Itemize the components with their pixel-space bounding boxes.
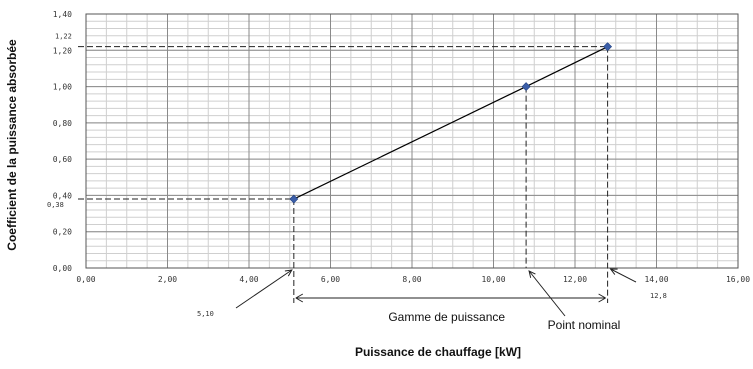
pointer-min xyxy=(235,269,293,309)
pointer-nominal xyxy=(528,270,566,317)
x-tick-label: 4,00 xyxy=(239,275,258,284)
annotations: 5,10 0,38 12,8 1,22 Gamme de puissance P… xyxy=(47,33,667,332)
y-tick-label: 0,80 xyxy=(53,119,72,128)
x-tick-label: 8,00 xyxy=(402,275,421,284)
range-arrow-left-head xyxy=(295,293,304,303)
y-tick-label: 1,20 xyxy=(53,46,72,55)
pointer-nominal-head xyxy=(528,270,536,278)
y-tick-label: 1,00 xyxy=(53,83,72,92)
y-tick-label: 0,00 xyxy=(53,264,72,273)
y-tick-label: 1,40 xyxy=(53,10,72,19)
x-tick-label: 10,00 xyxy=(481,275,505,284)
x-axis-title: Puissance de chauffage [kW] xyxy=(355,345,521,359)
annotation-max-y-label: 1,22 xyxy=(55,33,72,41)
major-grid xyxy=(85,13,739,269)
data-point-marker xyxy=(521,82,531,91)
x-tick-label: 2,00 xyxy=(158,275,177,284)
nominal-point-label: Point nominal xyxy=(548,318,621,332)
y-axis-title: Coefficient de la puissance absorbée xyxy=(5,39,19,251)
y-tick-label: 0,40 xyxy=(53,191,72,200)
y-tick-label: 0,60 xyxy=(53,155,72,164)
pointer-max xyxy=(610,268,637,283)
plot-frame xyxy=(85,13,739,269)
tick-labels: 0,00 2,00 4,00 6,00 8,00 10,00 12,00 14,00 16,00… xyxy=(53,10,750,284)
x-tick-label: 0,00 xyxy=(76,275,95,284)
guide-lines xyxy=(78,46,637,317)
x-tick-label: 14,00 xyxy=(644,275,668,284)
range-label: Gamme de puissance xyxy=(388,310,505,324)
x-tick-label: 6,00 xyxy=(321,275,340,284)
x-tick-label: 16,00 xyxy=(726,275,750,284)
series-group xyxy=(289,42,613,204)
range-arrow-right-head xyxy=(598,293,606,303)
y-tick-label: 0,20 xyxy=(53,228,72,237)
pointer-max-head xyxy=(609,268,618,275)
data-point-marker xyxy=(289,194,299,204)
x-tick-label: 12,00 xyxy=(563,275,587,284)
pointer-min-head xyxy=(284,269,293,277)
data-point-marker xyxy=(603,42,613,52)
annotation-min-x-label: 5,10 xyxy=(197,310,214,318)
annotation-min-y-label: 0,38 xyxy=(47,201,64,209)
annotation-max-x-label: 12,8 xyxy=(650,292,667,300)
